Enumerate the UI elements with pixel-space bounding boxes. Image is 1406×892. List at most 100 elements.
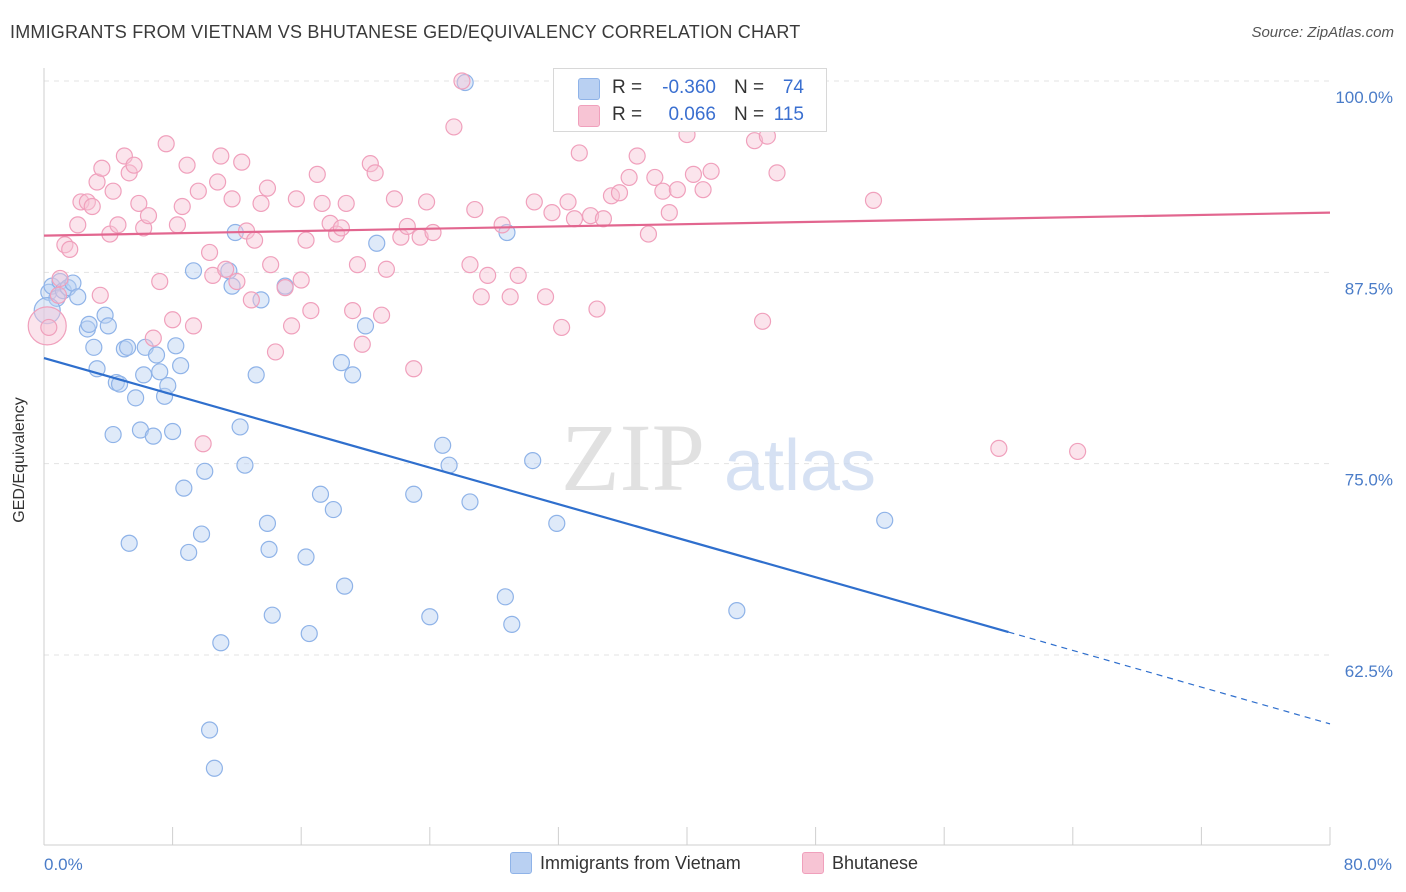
vietnam-point xyxy=(223,277,241,295)
bhutanese-point xyxy=(252,194,270,213)
vietnam-point xyxy=(80,315,98,333)
bhutanese-point xyxy=(194,435,212,453)
bhutanese-point xyxy=(628,147,646,165)
vietnam-point xyxy=(231,418,249,436)
bhutanese-point xyxy=(245,231,264,249)
bhutanese-point xyxy=(83,197,101,216)
vietnam-point xyxy=(260,540,278,558)
bhutanese-point xyxy=(353,335,371,353)
series-legend-label: Immigrants from Vietnam xyxy=(540,852,741,873)
bhutanese-point xyxy=(233,153,251,171)
bhutanese-point xyxy=(151,272,169,291)
bhutanese-point xyxy=(461,256,479,274)
bhutanese-point xyxy=(313,194,331,213)
legend-swatch-pink xyxy=(578,105,600,127)
bhutanese-point xyxy=(445,118,463,136)
vietnam-point xyxy=(336,577,354,595)
bhutanese-point xyxy=(209,173,227,191)
bhutanese-point xyxy=(93,159,111,177)
legend-r-label: R = xyxy=(612,104,643,125)
vietnam-point xyxy=(548,514,566,532)
bhutanese-point xyxy=(509,266,527,284)
vietnam-point xyxy=(434,436,452,454)
vietnam-point xyxy=(300,624,318,643)
bhutanese-point xyxy=(361,155,379,173)
vietnam-point xyxy=(184,262,203,280)
bhutanese-point xyxy=(493,216,511,234)
bhutanese-point xyxy=(348,256,367,274)
bhutanese-point xyxy=(990,439,1008,457)
bhutanese-point xyxy=(864,191,883,209)
vietnam-point xyxy=(247,366,265,384)
vietnam-point xyxy=(164,422,182,441)
vietnam-point xyxy=(405,485,423,503)
bhutanese-point xyxy=(385,190,404,208)
vietnam-point xyxy=(728,602,746,620)
series-legend-vietnam[interactable]: Immigrants from Vietnam xyxy=(510,852,741,874)
bhutanese-point xyxy=(297,231,315,249)
bhutanese-point xyxy=(78,193,97,211)
bhutanese-point xyxy=(308,165,326,183)
watermark: ZIP atlas xyxy=(561,404,876,511)
axis-layer xyxy=(43,68,1331,846)
bhutanese-point xyxy=(276,279,294,297)
vietnam-point xyxy=(104,425,122,444)
y-tick-label: 75.0% xyxy=(1345,471,1393,490)
vietnam-point xyxy=(368,234,386,252)
bhutanese-point xyxy=(536,288,555,306)
source-credit: Source: ZipAtlas.com xyxy=(1251,24,1394,41)
bhutanese-point xyxy=(472,288,490,306)
vietnam-point xyxy=(496,588,514,606)
bhutanese-point xyxy=(51,269,69,288)
legend-r-value: -0.360 xyxy=(662,77,716,98)
legend-n-label: N = xyxy=(734,104,765,125)
bhutanese-point xyxy=(56,236,74,254)
vietnam-point xyxy=(258,514,277,532)
vietnam-point xyxy=(524,452,542,470)
bhutanese-point xyxy=(27,306,67,346)
y-tick-label: 87.5% xyxy=(1345,279,1393,298)
bhutanese-point xyxy=(684,165,703,183)
vietnam-point xyxy=(135,366,153,384)
vietnam-point xyxy=(236,456,254,474)
bhutanese-point xyxy=(157,135,175,153)
bhutanese-point xyxy=(646,168,664,187)
bhutanese-point xyxy=(287,190,305,208)
bhutanese-point xyxy=(178,156,196,174)
bhutanese-point xyxy=(565,210,584,228)
legend-n-value: 115 xyxy=(773,104,804,125)
bhutanese-point xyxy=(173,197,191,216)
bhutanese-point xyxy=(223,190,241,208)
bhutanese-point xyxy=(104,182,122,200)
watermark-atlas: atlas xyxy=(724,426,876,506)
bhutanese-point xyxy=(501,288,519,306)
vietnam-point xyxy=(503,615,521,633)
bhutanese-point xyxy=(125,156,143,174)
points-layer xyxy=(27,72,1087,777)
bhutanese-point xyxy=(302,302,320,320)
bhutanese-point xyxy=(189,182,207,200)
bhutanese-point xyxy=(702,162,720,180)
vietnam-point xyxy=(167,337,185,355)
legend-n-value: 74 xyxy=(782,77,804,98)
vietnam-point xyxy=(151,363,169,381)
vietnam-point xyxy=(344,366,362,384)
bhutanese-point xyxy=(258,179,277,197)
vietnam-point xyxy=(324,500,342,519)
bhutanese-point xyxy=(69,216,87,234)
bhutanese-point xyxy=(466,200,484,219)
vietnam-point xyxy=(180,543,198,562)
vietnam-point xyxy=(33,297,61,325)
bhutanese-point xyxy=(581,207,600,225)
series-legend: Immigrants from Vietnam Bhutanese xyxy=(0,852,1406,878)
bhutanese-point xyxy=(660,204,678,222)
bhutanese-point xyxy=(40,318,58,337)
bhutanese-point xyxy=(109,216,127,234)
bhutanese-point xyxy=(377,260,395,278)
series-legend-bhutanese[interactable]: Bhutanese xyxy=(802,852,918,874)
vietnam-trend-line xyxy=(43,356,1009,634)
bhutanese-point xyxy=(553,318,571,337)
bhutanese-point xyxy=(242,291,260,309)
bhutanese-point xyxy=(588,300,606,318)
